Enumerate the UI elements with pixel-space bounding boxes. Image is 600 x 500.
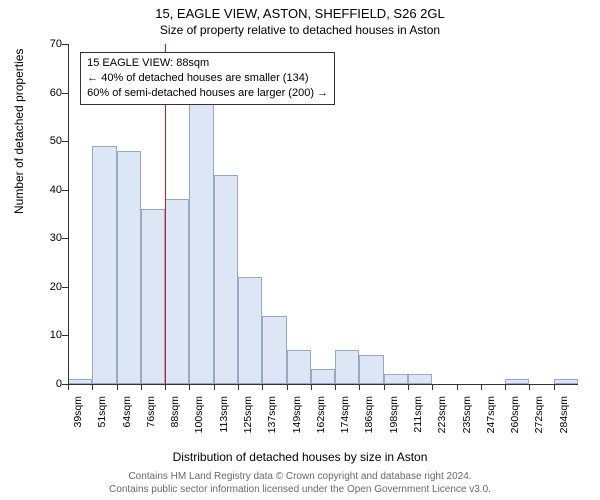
x-tick	[262, 384, 263, 390]
y-tick-label: 10	[32, 329, 62, 341]
y-tick	[62, 44, 68, 45]
x-tick-label: 272sqm	[533, 396, 545, 442]
y-tick	[62, 287, 68, 288]
y-tick	[62, 238, 68, 239]
x-tick-label: 125sqm	[242, 396, 254, 442]
y-tick	[62, 190, 68, 191]
x-tick	[529, 384, 530, 390]
x-tick-label: 39sqm	[72, 396, 84, 442]
x-tick-label: 76sqm	[145, 396, 157, 442]
histogram-bar	[189, 102, 213, 384]
annotation-line: 15 EAGLE VIEW: 88sqm	[87, 56, 328, 71]
x-tick-label: 64sqm	[121, 396, 133, 442]
x-tick-label: 149sqm	[291, 396, 303, 442]
x-tick-label: 174sqm	[339, 396, 351, 442]
x-tick-label: 223sqm	[436, 396, 448, 442]
x-tick	[311, 384, 312, 390]
chart-title-sub: Size of property relative to detached ho…	[0, 21, 600, 37]
x-tick	[287, 384, 288, 390]
histogram-bar	[92, 146, 116, 384]
histogram-bar	[335, 350, 359, 384]
histogram-bar	[117, 151, 141, 384]
histogram-bar	[141, 209, 165, 384]
x-tick-label: 198sqm	[388, 396, 400, 442]
x-tick-label: 186sqm	[363, 396, 375, 442]
histogram-bar	[214, 175, 238, 384]
y-axis-title: Number of detached properties	[12, 49, 26, 214]
y-tick-label: 40	[32, 184, 62, 196]
x-tick-label: 162sqm	[315, 396, 327, 442]
histogram-bar	[311, 369, 335, 384]
y-tick-label: 50	[32, 135, 62, 147]
x-tick	[68, 384, 69, 390]
y-tick-label: 70	[32, 38, 62, 50]
y-tick-label: 0	[32, 378, 62, 390]
footer-line-2: Contains public sector information licen…	[0, 483, 600, 496]
x-tick-label: 137sqm	[266, 396, 278, 442]
x-tick	[432, 384, 433, 390]
annotation-line: ← 40% of detached houses are smaller (13…	[87, 71, 328, 86]
histogram-bar	[384, 374, 408, 384]
y-tick	[62, 141, 68, 142]
histogram-bar	[238, 277, 262, 384]
annotation-line: 60% of semi-detached houses are larger (…	[87, 86, 328, 101]
chart-area: Number of detached properties 0102030405…	[48, 44, 578, 414]
histogram-bar	[165, 199, 189, 384]
histogram-bar	[262, 316, 286, 384]
x-tick-label: 235sqm	[461, 396, 473, 442]
x-tick	[141, 384, 142, 390]
x-tick	[214, 384, 215, 390]
x-tick	[554, 384, 555, 390]
y-tick-label: 60	[32, 87, 62, 99]
chart-title-main: 15, EAGLE VIEW, ASTON, SHEFFIELD, S26 2G…	[0, 0, 600, 21]
x-tick-label: 247sqm	[485, 396, 497, 442]
x-axis-title: Distribution of detached houses by size …	[0, 450, 600, 464]
x-tick	[408, 384, 409, 390]
histogram-bar	[287, 350, 311, 384]
y-tick-label: 30	[32, 232, 62, 244]
x-axis-line	[68, 384, 578, 385]
x-tick-label: 88sqm	[169, 396, 181, 442]
x-tick-label: 260sqm	[509, 396, 521, 442]
x-tick-label: 113sqm	[218, 396, 230, 442]
x-tick-label: 211sqm	[412, 396, 424, 442]
x-tick-label: 284sqm	[558, 396, 570, 442]
x-tick	[457, 384, 458, 390]
x-tick	[117, 384, 118, 390]
x-tick	[189, 384, 190, 390]
x-tick	[335, 384, 336, 390]
annotation-box: 15 EAGLE VIEW: 88sqm← 40% of detached ho…	[80, 52, 335, 105]
x-tick	[92, 384, 93, 390]
x-tick	[238, 384, 239, 390]
x-tick	[384, 384, 385, 390]
x-tick	[165, 384, 166, 390]
x-tick-label: 51sqm	[96, 396, 108, 442]
chart-footer: Contains HM Land Registry data © Crown c…	[0, 470, 600, 496]
y-tick-label: 20	[32, 281, 62, 293]
y-tick	[62, 93, 68, 94]
histogram-bar	[408, 374, 432, 384]
x-tick-label: 100sqm	[193, 396, 205, 442]
x-tick	[481, 384, 482, 390]
x-tick	[505, 384, 506, 390]
histogram-bar	[359, 355, 383, 384]
footer-line-1: Contains HM Land Registry data © Crown c…	[0, 470, 600, 483]
y-tick	[62, 335, 68, 336]
y-axis-line	[68, 44, 69, 384]
x-tick	[359, 384, 360, 390]
